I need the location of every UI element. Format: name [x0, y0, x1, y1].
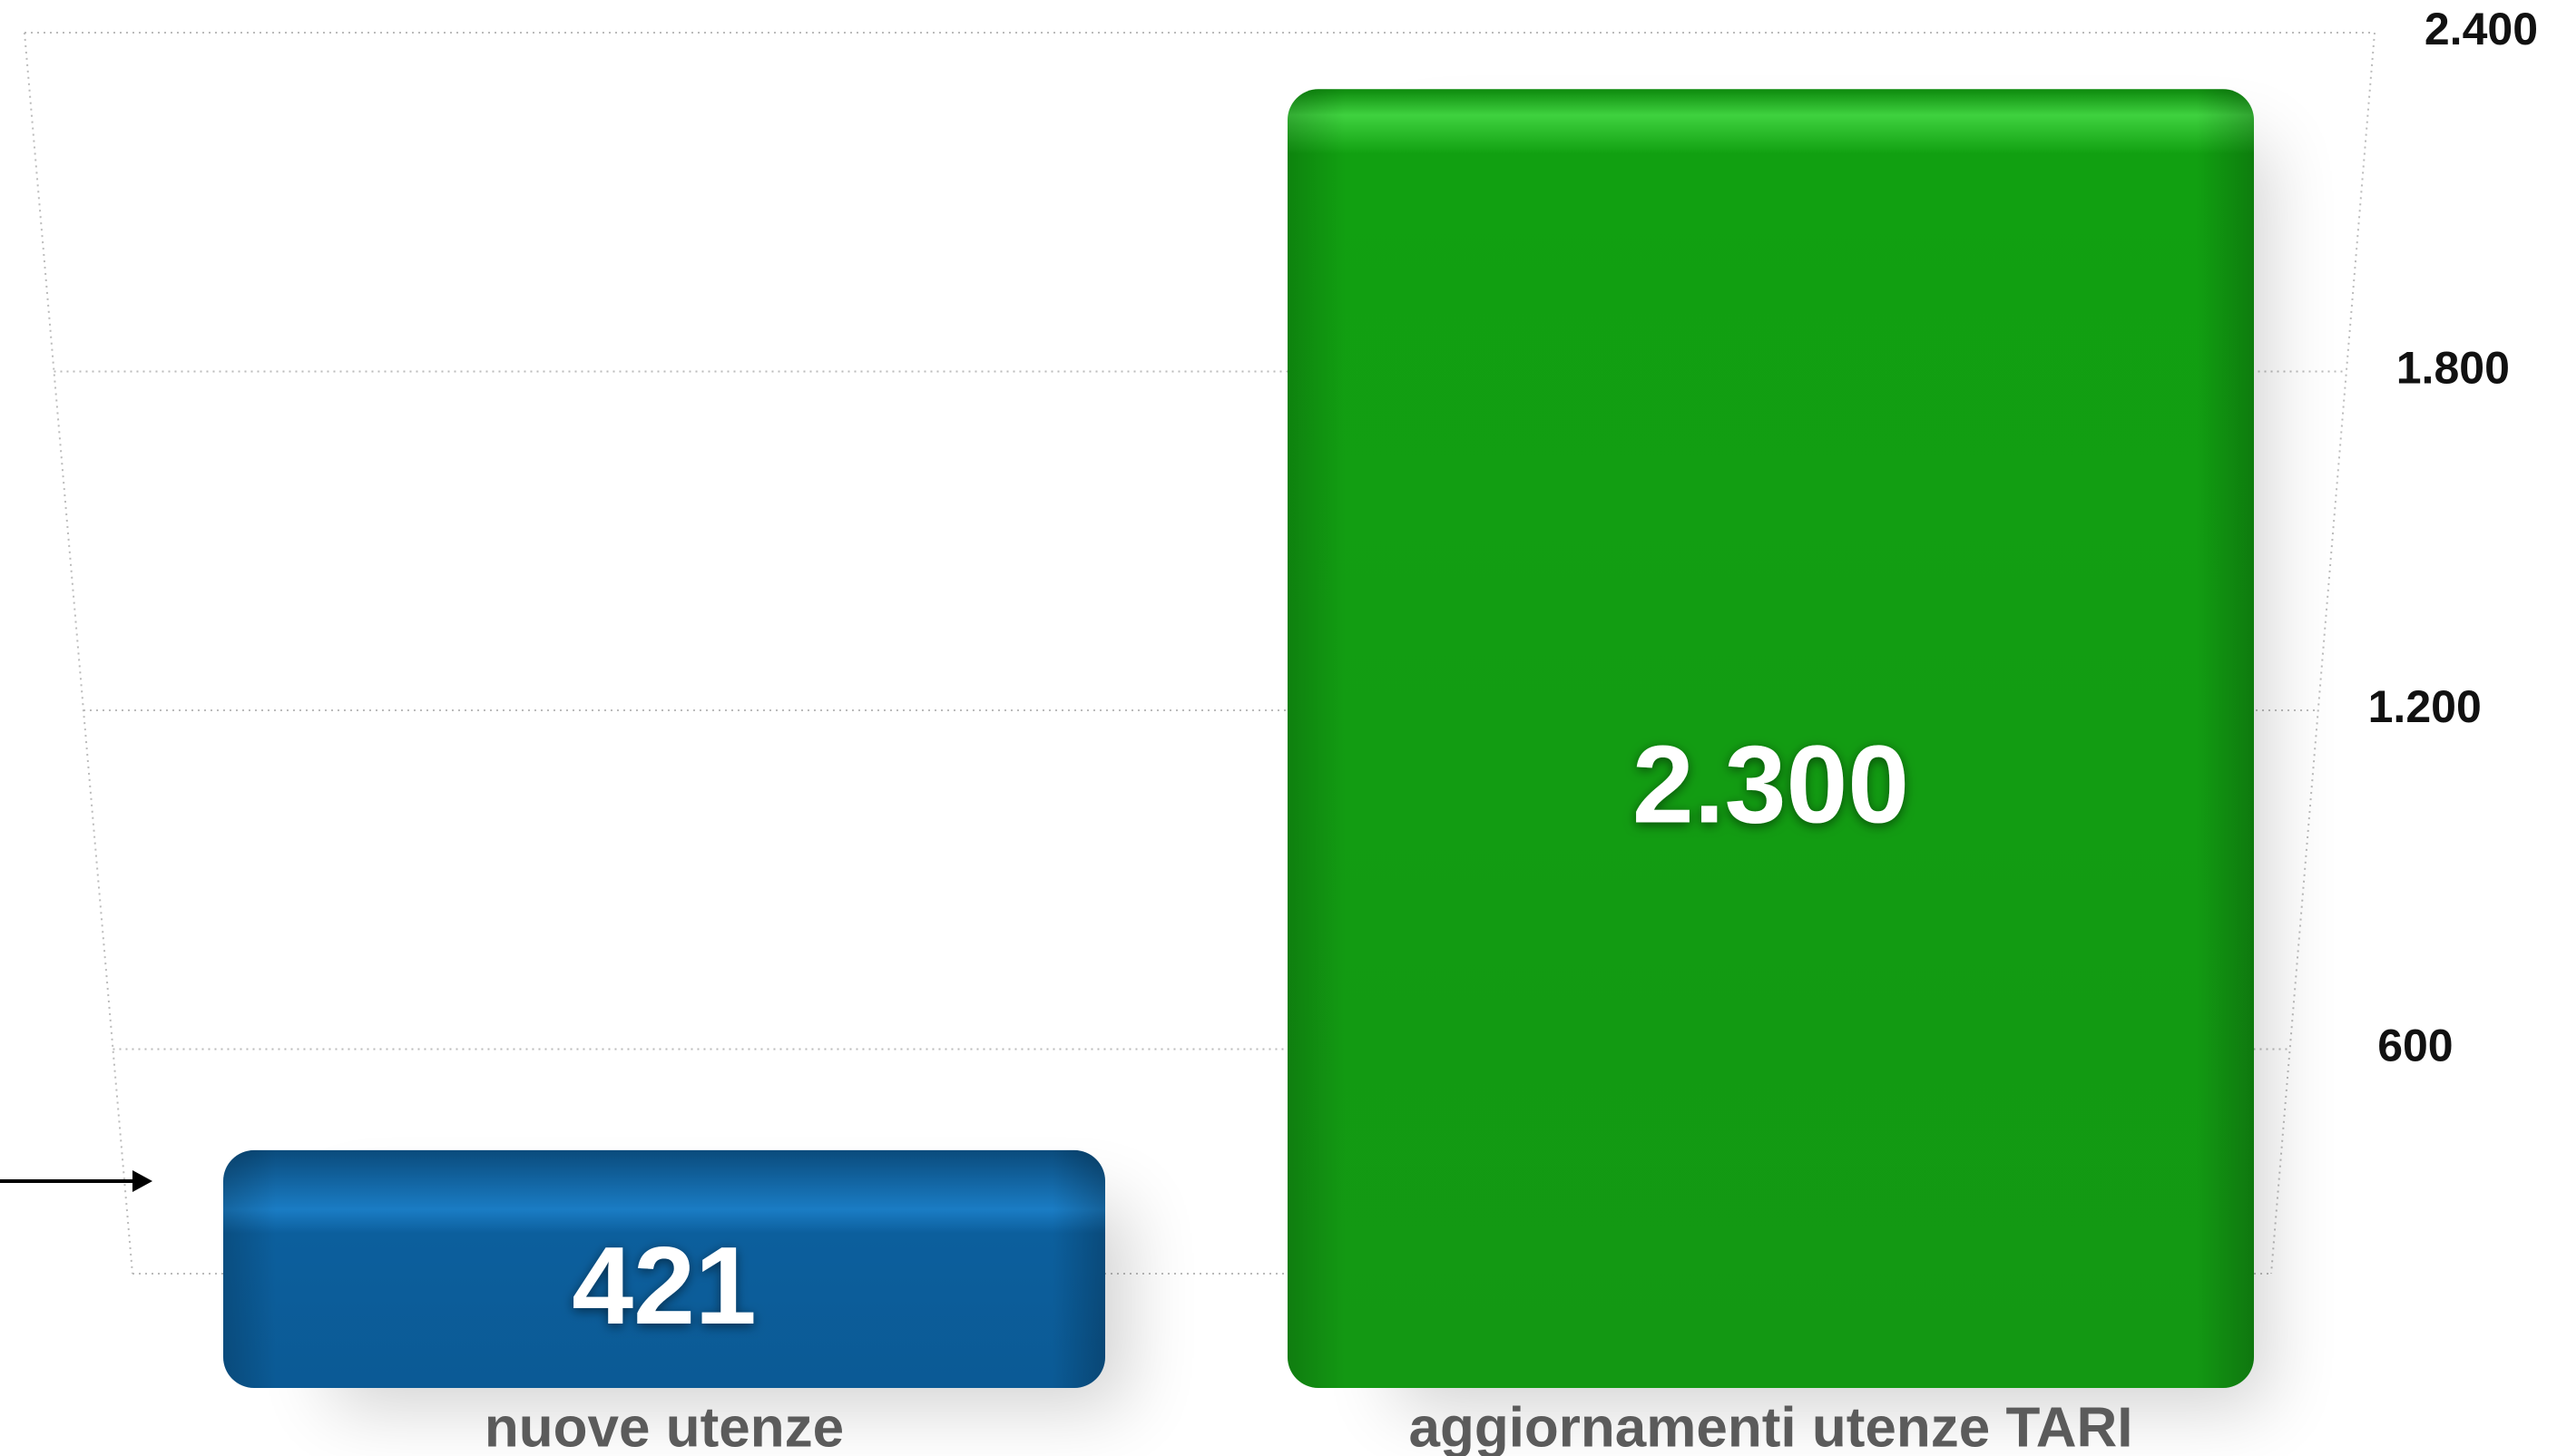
x-tick-label: nuove utenze: [485, 1396, 844, 1456]
bar-edge: [1288, 89, 2254, 1388]
y-tick-label: 2.400: [2425, 4, 2538, 54]
y-tick-label: 1.800: [2396, 343, 2510, 394]
bars: 421 nuove utenze 2.300 aggiornamenti utenze…: [223, 89, 2267, 1456]
value-label: 421: [572, 1224, 757, 1347]
left-wall: [24, 32, 133, 1275]
bar-edge: [223, 1149, 1105, 1388]
right-wall: [2270, 32, 2376, 1275]
x-tick-label: aggiornamenti utenze TARI: [1408, 1396, 2132, 1456]
arrow: [0, 1170, 152, 1192]
y-tick-label: 1.200: [2368, 681, 2482, 732]
value-label: 2.300: [1632, 722, 1909, 845]
y-tick-label: 600: [2377, 1021, 2453, 1071]
